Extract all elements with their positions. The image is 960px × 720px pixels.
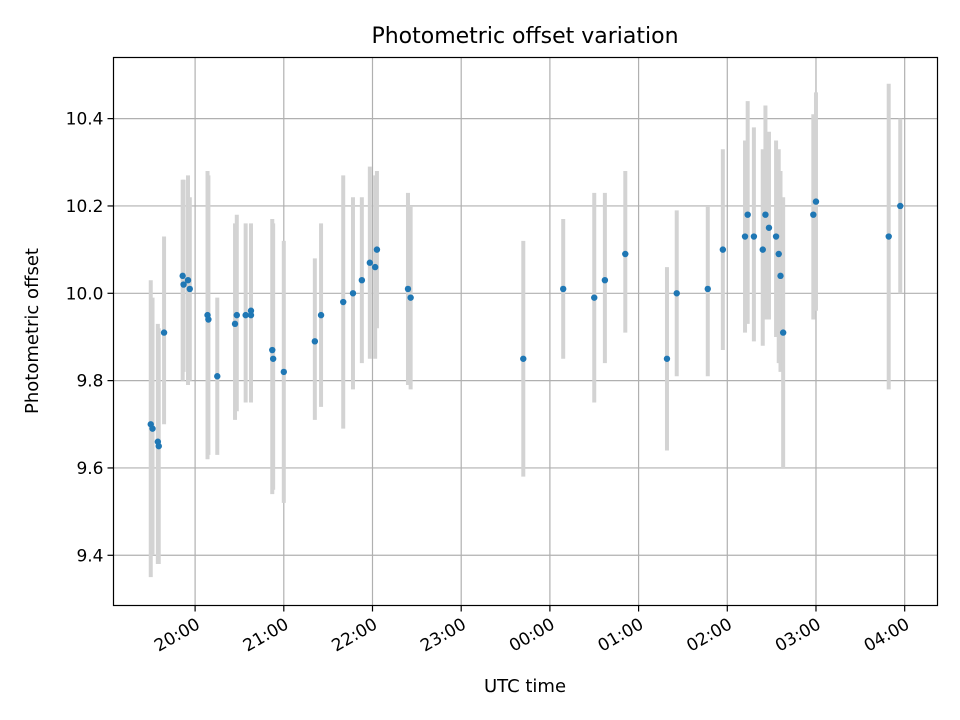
y-tick-label: 10.4 (66, 110, 104, 130)
data-point (160, 329, 168, 336)
data-point (744, 211, 751, 218)
data-point (155, 442, 162, 450)
x-tick-label: 23:00 (417, 615, 469, 657)
x-tick-label: 01:00 (595, 615, 647, 657)
data-point (741, 233, 749, 240)
data-point (622, 250, 629, 258)
data-point (762, 211, 769, 218)
data-point (247, 311, 255, 319)
plot-frame (112, 56, 939, 607)
data-point (777, 272, 784, 280)
x-tick-label: 00:00 (506, 615, 558, 657)
data-points (147, 198, 904, 450)
data-point (214, 373, 221, 380)
data-point (719, 246, 727, 253)
data-point (897, 202, 904, 210)
data-point (371, 263, 379, 271)
data-point (311, 338, 319, 345)
data-point (317, 311, 325, 319)
data-point (149, 425, 156, 432)
data-point (810, 211, 817, 218)
data-point (759, 246, 766, 253)
data-point (559, 285, 567, 293)
data-point (673, 290, 680, 297)
x-tick-label: 03:00 (772, 615, 824, 657)
x-tick-label: 04:00 (861, 615, 913, 657)
x-tick-label: 02:00 (683, 615, 735, 657)
data-point (407, 294, 414, 301)
y-axis-label: Photometric offset (22, 248, 43, 414)
x-tick-label: 22:00 (329, 615, 381, 657)
data-point (663, 355, 671, 362)
y-tick-label: 9.6 (76, 459, 103, 479)
data-point (750, 233, 758, 240)
data-point (885, 233, 892, 240)
data-point (179, 272, 186, 280)
data-point (269, 346, 276, 354)
data-point (601, 276, 609, 284)
data-point (269, 355, 277, 362)
data-point (231, 320, 239, 328)
data-point (366, 259, 374, 266)
data-point (186, 285, 193, 293)
x-tick-label: 21:00 (240, 615, 292, 657)
data-point (520, 355, 527, 362)
y-axis-ticks: 9.4 9.6 9.8 10.0 10.2 10.4 (66, 110, 114, 566)
x-axis-ticks: 20:00 21:00 22:00 23:00 00:00 01:00 02:00 03:00… (151, 605, 913, 657)
y-tick-label: 9.8 (76, 372, 103, 392)
data-point (233, 311, 240, 319)
y-tick-label: 9.4 (76, 546, 103, 566)
x-axis-label: UTC time (484, 676, 566, 697)
error-bars (148, 83, 903, 578)
data-point (242, 311, 249, 319)
data-point (280, 368, 287, 376)
data-point (205, 316, 212, 323)
data-point (184, 276, 192, 284)
chart-title: Photometric offset variation (371, 24, 678, 49)
data-point (404, 285, 412, 293)
data-point (340, 298, 347, 306)
y-tick-label: 10.2 (66, 197, 104, 217)
data-point (812, 198, 820, 205)
data-point (591, 294, 598, 301)
data-point (373, 246, 381, 253)
data-point (704, 285, 711, 293)
data-point (779, 329, 787, 336)
y-tick-label: 10.0 (66, 284, 104, 304)
data-point (765, 224, 773, 231)
x-tick-label: 20:00 (151, 615, 203, 657)
data-point (772, 233, 780, 240)
data-point (358, 276, 366, 284)
data-point (775, 250, 782, 258)
data-point (180, 281, 187, 288)
data-point (349, 290, 357, 297)
